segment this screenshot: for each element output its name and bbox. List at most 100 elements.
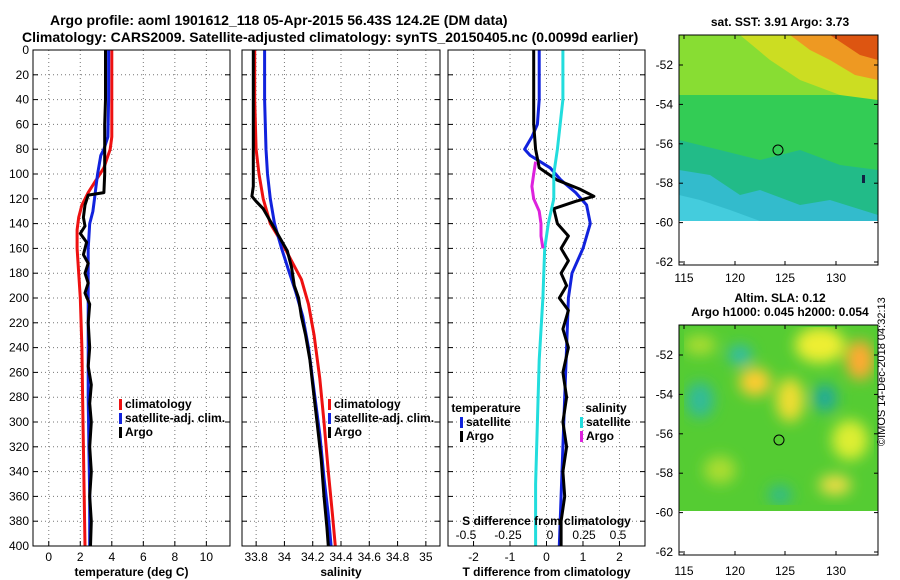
legend-swatch — [328, 413, 331, 424]
map-y-tick-label: -60 — [656, 506, 674, 520]
map-y-tick-label: -52 — [656, 348, 674, 362]
depth-tick-label: 200 — [9, 291, 29, 305]
figure-title-line1: Argo profile: aoml 1901612_118 05-Apr-20… — [50, 12, 508, 28]
map-y-tick-label: -56 — [656, 137, 674, 151]
legend-entry: satellite — [586, 415, 631, 429]
x-axis-label: temperature (deg C) — [74, 565, 188, 579]
map-y-tick-label: -58 — [656, 466, 674, 480]
depth-tick-label: 220 — [9, 316, 29, 330]
legend-entry: satellite-adj. clim. — [125, 411, 225, 425]
x-tick-label: 4 — [108, 550, 115, 564]
x-tick-label: -1 — [505, 550, 516, 564]
map-x-tick-label: 125 — [775, 564, 795, 578]
plot-frame — [447, 49, 646, 547]
plot-frame — [241, 49, 441, 547]
plot-frame — [32, 49, 231, 547]
secondary-x-tick-label: -0.5 — [456, 528, 477, 542]
depth-tick-label: 180 — [9, 266, 29, 280]
depth-tick-label: 240 — [9, 341, 29, 355]
map-x-tick-label: 130 — [826, 564, 846, 578]
depth-tick-label: 40 — [16, 93, 30, 107]
legend-swatch — [119, 399, 122, 410]
secondary-x-axis-label: S difference from climatology — [462, 514, 631, 528]
depth-tick-label: 340 — [9, 465, 29, 479]
x-tick-label: 0 — [45, 550, 52, 564]
map-x-tick-label: 120 — [725, 271, 745, 285]
legend-swatch — [580, 431, 583, 442]
map-x-tick-label: 130 — [826, 271, 846, 285]
legend-entry: satellite-adj. clim. — [334, 411, 434, 425]
map-x-tick-label: 115 — [674, 564, 693, 578]
sla-map-title-line1: Altim. SLA: 0.12 — [734, 291, 826, 305]
x-axis-label: salinity — [320, 565, 362, 579]
legend-entry: Argo — [125, 425, 153, 439]
series-line-salinity-satellite — [534, 50, 565, 546]
x-tick-label: 8 — [171, 550, 178, 564]
x-tick-label: 2 — [77, 550, 84, 564]
depth-tick-label: 80 — [16, 142, 30, 156]
sst-map — [678, 34, 879, 266]
legend-swatch — [119, 413, 122, 424]
series-line-argo — [78, 50, 107, 546]
map-x-tick-label: 125 — [775, 271, 795, 285]
depth-tick-label: 100 — [9, 167, 29, 181]
x-tick-label: 33.8 — [244, 550, 268, 564]
x-axis-label: T difference from climatology — [462, 565, 630, 579]
sst-map-title: sat. SST: 3.91 Argo: 3.73 — [711, 15, 850, 29]
x-tick-label: 2 — [616, 550, 623, 564]
legend-swatch — [328, 399, 331, 410]
depth-tick-label: 320 — [9, 440, 29, 454]
legend-entry: Argo — [334, 425, 362, 439]
secondary-x-tick-label: 0.5 — [610, 528, 627, 542]
x-tick-label: 0 — [543, 550, 550, 564]
legend-swatch — [460, 417, 463, 428]
argo-location-marker — [772, 144, 784, 156]
credit-text: ©IMOS 14-Dec-2018 04:32:13 — [876, 297, 888, 446]
map-x-tick-label: 115 — [674, 271, 693, 285]
map-y-tick-label: -62 — [656, 255, 674, 269]
depth-tick-label: 140 — [9, 217, 29, 231]
x-tick-label: 34.4 — [329, 550, 353, 564]
series-line-argo — [250, 50, 330, 546]
legend-swatch — [460, 431, 463, 442]
legend-swatch — [119, 427, 122, 438]
x-tick-label: 34.2 — [301, 550, 325, 564]
depth-tick-label: 160 — [9, 241, 29, 255]
sla-map — [678, 324, 879, 556]
legend-group-title: salinity — [585, 401, 627, 415]
map-y-tick-label: -56 — [656, 427, 674, 441]
difference-panel: -2 -1 0 1 2T difference from climatology temp… — [447, 49, 646, 579]
map-y-tick-label: -62 — [656, 545, 674, 559]
series-line-temperature-satellite — [523, 50, 592, 546]
depth-tick-label: 280 — [9, 390, 29, 404]
sla-map-title-line2: Argo h1000: 0.045 h2000: 0.054 — [691, 305, 869, 319]
legend-entry: climatology — [334, 397, 401, 411]
legend-entry: climatology — [125, 397, 192, 411]
depth-tick-label: 260 — [9, 365, 29, 379]
secondary-x-tick-label: 0.25 — [572, 528, 596, 542]
x-tick-label: 35 — [419, 550, 433, 564]
series-group — [250, 50, 337, 546]
series-line-climatology — [253, 50, 337, 546]
x-tick-label: 10 — [200, 550, 214, 564]
map-y-tick-label: -52 — [656, 58, 674, 72]
temperature-panel: 0204060801001201401601802002202402602803… — [9, 43, 231, 579]
depth-tick-label: 360 — [9, 489, 29, 503]
series-group — [523, 50, 596, 546]
map-y-tick-label: -54 — [656, 387, 674, 401]
series-line-climatology — [75, 50, 114, 546]
x-tick-label: -2 — [468, 550, 479, 564]
secondary-x-tick-label: 0 — [547, 528, 554, 542]
depth-tick-label: 300 — [9, 415, 29, 429]
series-line-temperature-argo — [532, 50, 596, 546]
series-line-salinity-argo — [530, 161, 545, 249]
secondary-x-tick-label: -0.25 — [494, 528, 522, 542]
x-tick-label: 34 — [278, 550, 292, 564]
legend-entry: Argo — [586, 429, 614, 443]
map-y-tick-label: -54 — [656, 97, 674, 111]
figure-title-line2: Climatology: CARS2009. Satellite-adjuste… — [22, 29, 639, 45]
depth-tick-label: 120 — [9, 192, 29, 206]
x-tick-label: 34.8 — [386, 550, 410, 564]
